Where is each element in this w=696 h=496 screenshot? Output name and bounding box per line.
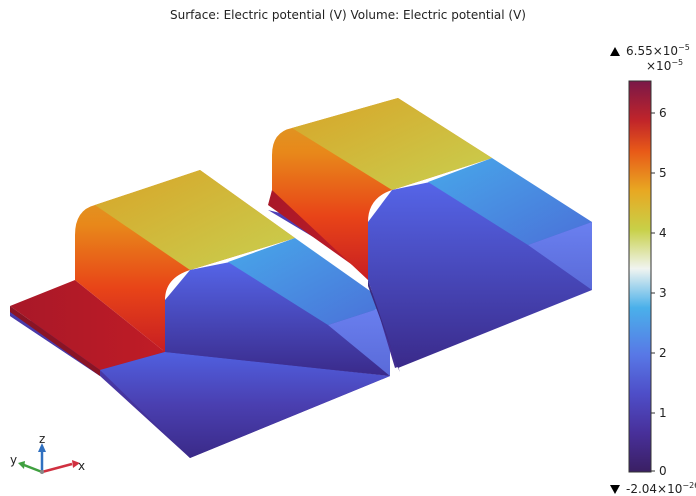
colorbar-tick-label: 5 — [659, 166, 667, 180]
left-structure — [10, 170, 390, 458]
colorbar-multiplier: ×10−5 — [646, 58, 684, 73]
colorbar-max-label: 6.55×10−5 — [610, 43, 690, 58]
axes-triad — [18, 443, 80, 474]
min-triangle-icon — [610, 485, 620, 494]
colorbar-tick-label: 2 — [659, 346, 667, 360]
max-triangle-icon — [610, 47, 620, 56]
axis-y-label: y — [10, 453, 18, 467]
colorbar-gradient — [628, 80, 652, 473]
colorbar-tick-label: 1 — [659, 406, 667, 420]
colorbar-tick-label: 3 — [659, 286, 667, 300]
axis-z-label: z — [39, 432, 46, 446]
colorbar-min-label: -2.04×10−26 — [610, 481, 696, 496]
colorbar-ticks — [651, 112, 655, 472]
colorbar-tick-label: 4 — [659, 226, 667, 240]
plot-title: Surface: Electric potential (V) Volume: … — [170, 8, 526, 22]
colorbar-tick-label: 0 — [659, 464, 667, 478]
colorbar-tick-label: 6 — [659, 106, 667, 120]
axis-x-label: x — [78, 459, 86, 473]
right-structure — [268, 98, 592, 372]
